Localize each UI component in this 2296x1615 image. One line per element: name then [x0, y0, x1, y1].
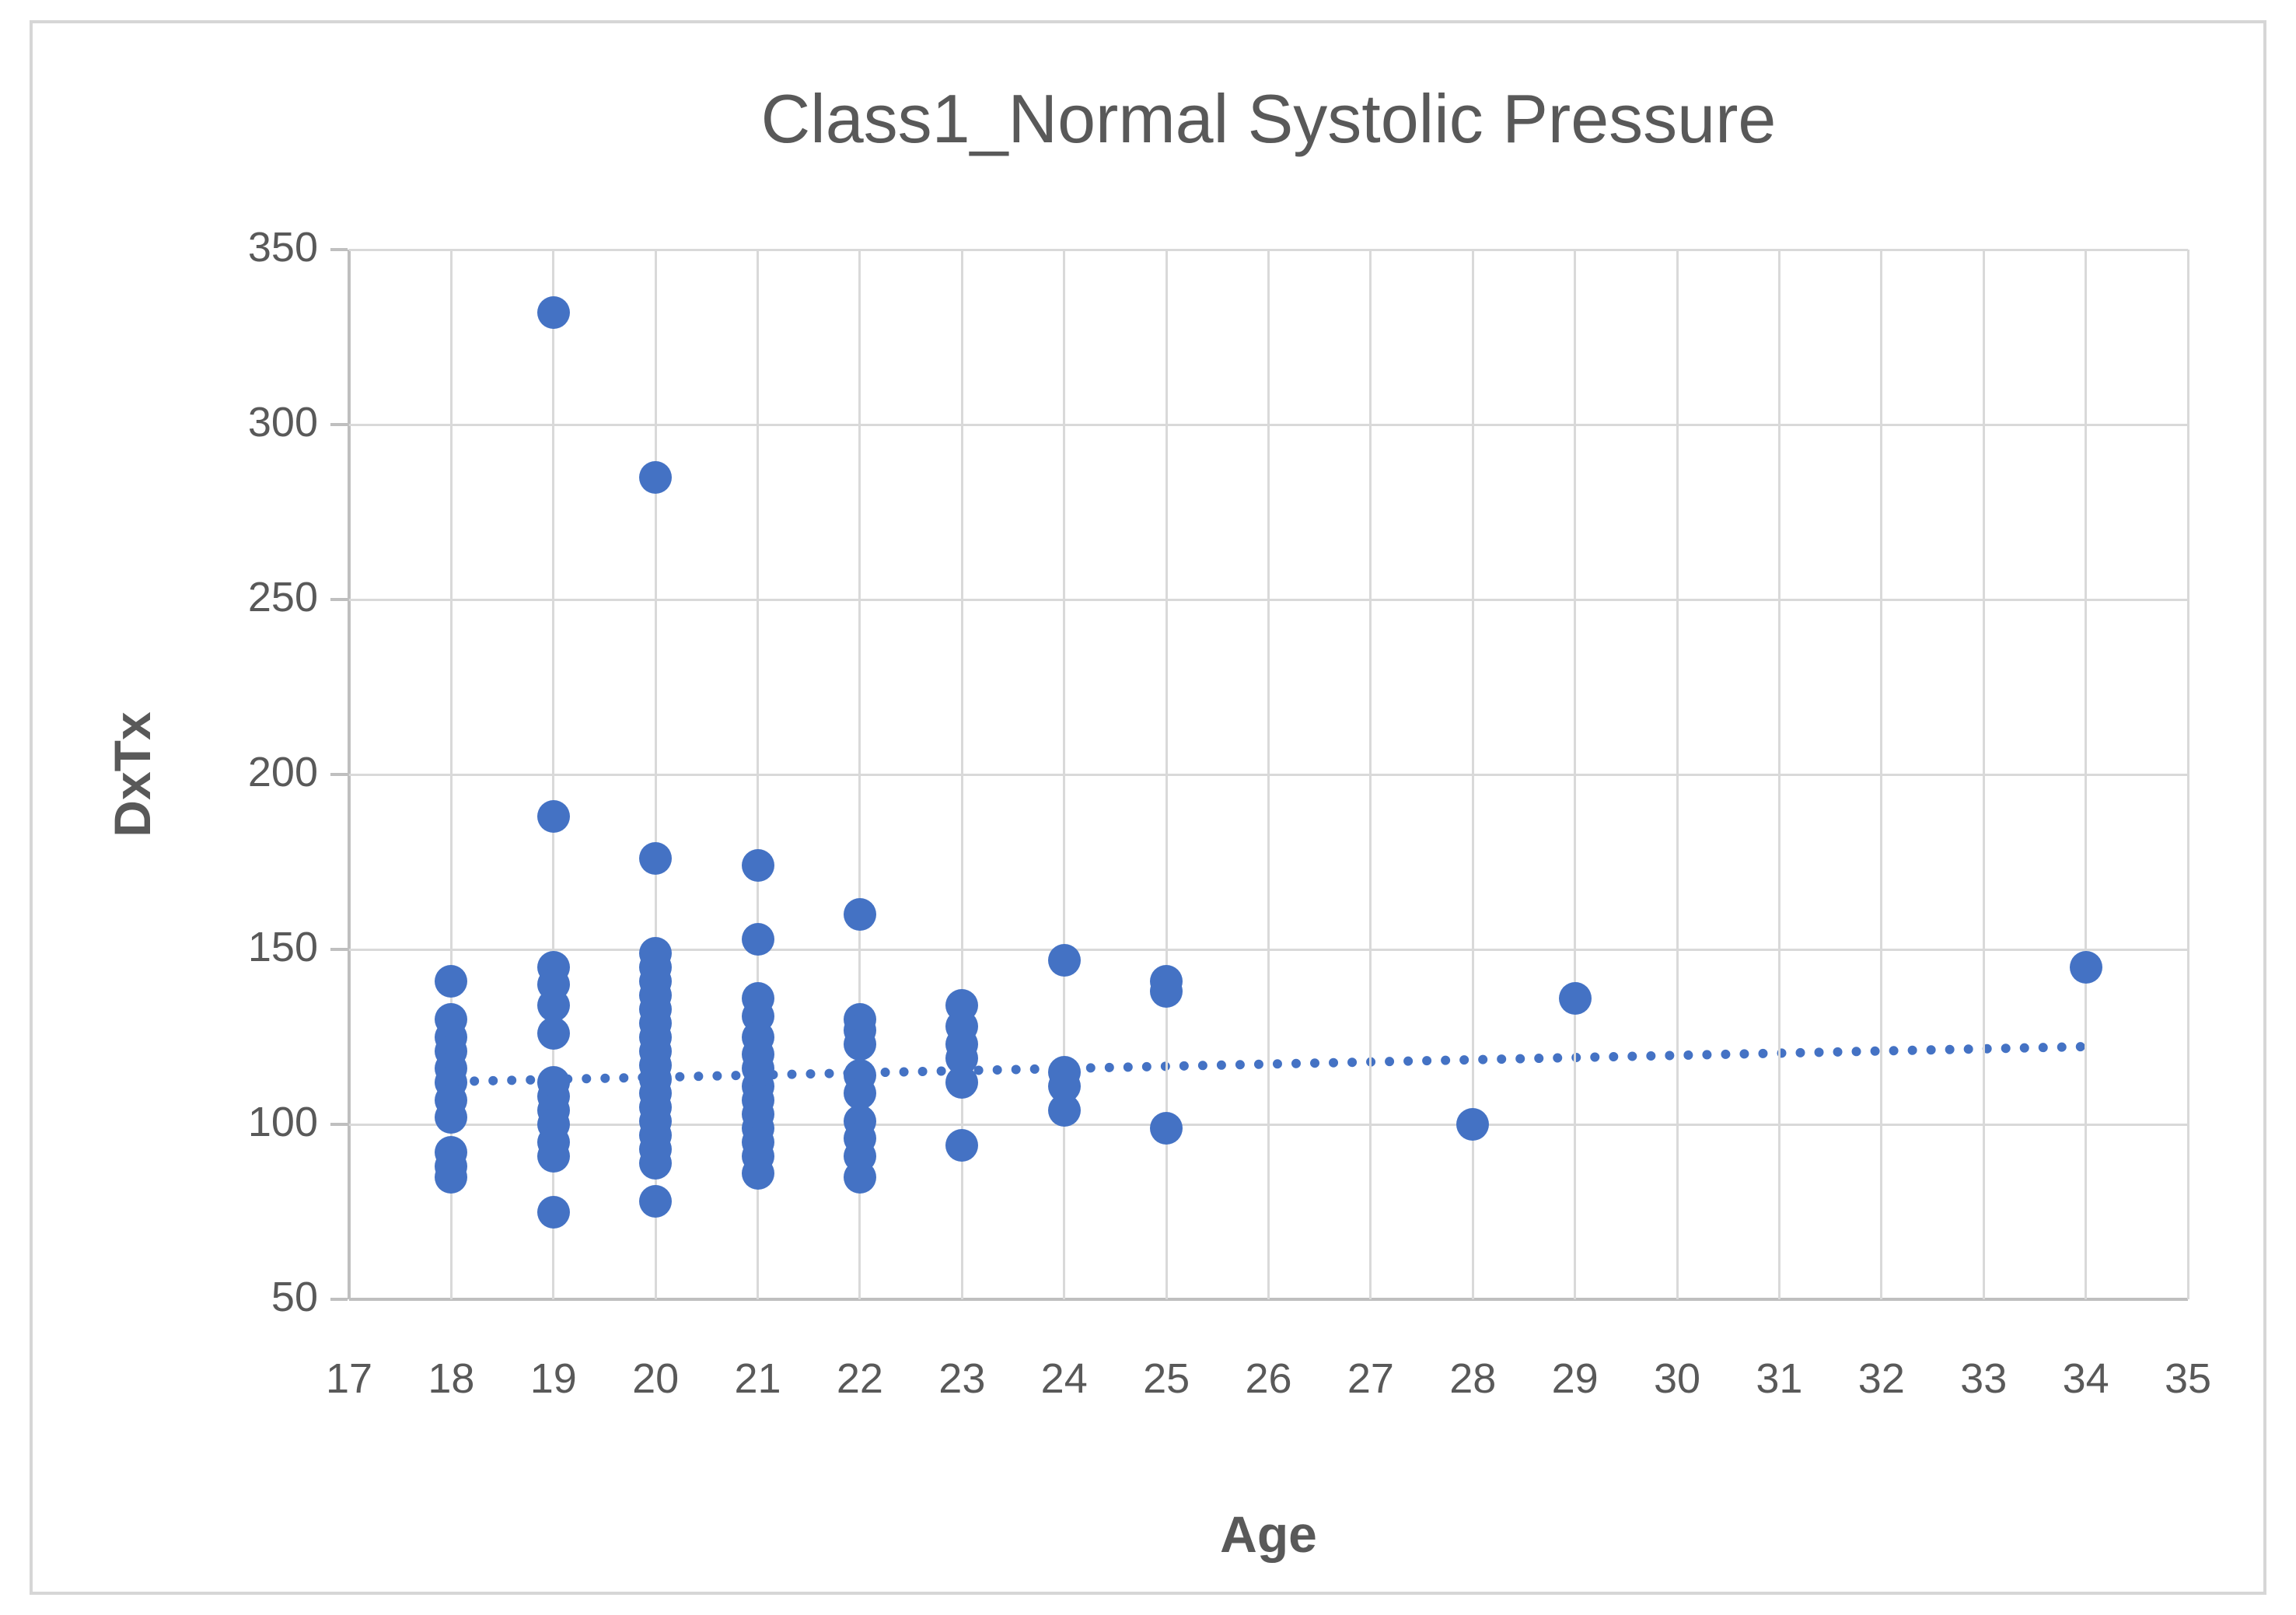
y-axis-tick: [330, 248, 348, 251]
x-tick-label: 19: [529, 1355, 577, 1402]
scatter-point: [536, 800, 570, 833]
x-tick-label: 32: [1857, 1355, 1905, 1402]
scatter-point: [2069, 950, 2102, 984]
gridline-horizontal: [349, 1123, 2188, 1126]
y-axis-tick: [330, 773, 348, 776]
x-axis-line: [349, 1298, 2188, 1301]
scatter-point: [435, 1160, 468, 1194]
scatter-point: [536, 1195, 570, 1229]
x-tick-label: 31: [1756, 1355, 1803, 1402]
y-axis-tick: [330, 598, 348, 601]
x-tick-label: 30: [1654, 1355, 1701, 1402]
scatter-point: [945, 1129, 979, 1162]
y-axis-title: DxTx: [103, 711, 161, 837]
x-tick-label: 34: [2062, 1355, 2109, 1402]
scatter-point: [843, 1160, 876, 1194]
y-tick-label: 250: [247, 574, 318, 620]
scatter-point: [536, 1139, 570, 1173]
scatter-point: [843, 1076, 876, 1110]
scatter-point: [639, 1185, 673, 1218]
scatter-point: [435, 964, 468, 998]
scatter-point: [741, 849, 774, 882]
plot-area: [330, 248, 2189, 1301]
x-tick-label: 21: [734, 1355, 781, 1402]
scatter-point: [639, 460, 673, 494]
scatter-point: [435, 1101, 468, 1134]
y-axis-tick: [330, 1298, 348, 1301]
x-tick-label: 28: [1449, 1355, 1497, 1402]
gridline-horizontal: [349, 423, 2188, 426]
gridline-horizontal: [349, 598, 2188, 601]
scatter-point: [945, 1066, 979, 1099]
scatter-point: [741, 1157, 774, 1190]
y-axis-tick: [330, 423, 348, 426]
gridline-horizontal: [349, 948, 2188, 951]
scatter-point: [1150, 1111, 1183, 1145]
x-tick-label: 18: [428, 1355, 475, 1402]
x-tick-label: 35: [2164, 1355, 2212, 1402]
scatter-point: [536, 989, 570, 1022]
scatter-point: [1150, 975, 1183, 1008]
gridline-horizontal: [349, 773, 2188, 776]
x-tick-label: 26: [1245, 1355, 1292, 1402]
x-tick-label: 22: [836, 1355, 883, 1402]
scatter-point: [639, 1146, 673, 1180]
x-tick-label: 27: [1347, 1355, 1394, 1402]
x-axis-title: Age: [1220, 1505, 1317, 1563]
x-tick-label: 29: [1551, 1355, 1599, 1402]
scatter-point: [1558, 982, 1592, 1015]
x-tick-label: 20: [632, 1355, 680, 1402]
y-tick-label: 150: [247, 924, 318, 970]
chart-figure: Class1_Normal Systolic Pressure Age DxTx…: [30, 20, 2266, 1595]
x-tick-label: 17: [325, 1355, 373, 1402]
scatter-point: [741, 922, 774, 956]
scatter-point: [843, 898, 876, 931]
y-tick-label: 350: [247, 224, 318, 271]
scatter-point: [1047, 1094, 1081, 1127]
x-tick-label: 33: [1960, 1355, 2008, 1402]
gridline-horizontal: [349, 248, 2188, 251]
y-tick-label: 50: [271, 1274, 318, 1320]
y-tick-label: 300: [247, 399, 318, 446]
y-axis-tick: [330, 948, 348, 951]
chart-title: Class1_Normal Systolic Pressure: [760, 80, 1777, 157]
scatter-point: [536, 296, 570, 329]
scatter-point: [1456, 1108, 1490, 1141]
scatter-point: [639, 842, 673, 875]
y-tick-label: 200: [247, 749, 318, 795]
y-axis-tick: [330, 1123, 348, 1126]
scatter-point: [536, 1017, 570, 1050]
x-tick-label: 25: [1143, 1355, 1190, 1402]
scatter-point: [1047, 943, 1081, 977]
scatter-point: [843, 1027, 876, 1061]
gridline-vertical: [2186, 250, 2189, 1299]
y-tick-label: 100: [247, 1099, 318, 1145]
x-tick-label: 24: [1040, 1355, 1088, 1402]
x-tick-label: 23: [938, 1355, 986, 1402]
